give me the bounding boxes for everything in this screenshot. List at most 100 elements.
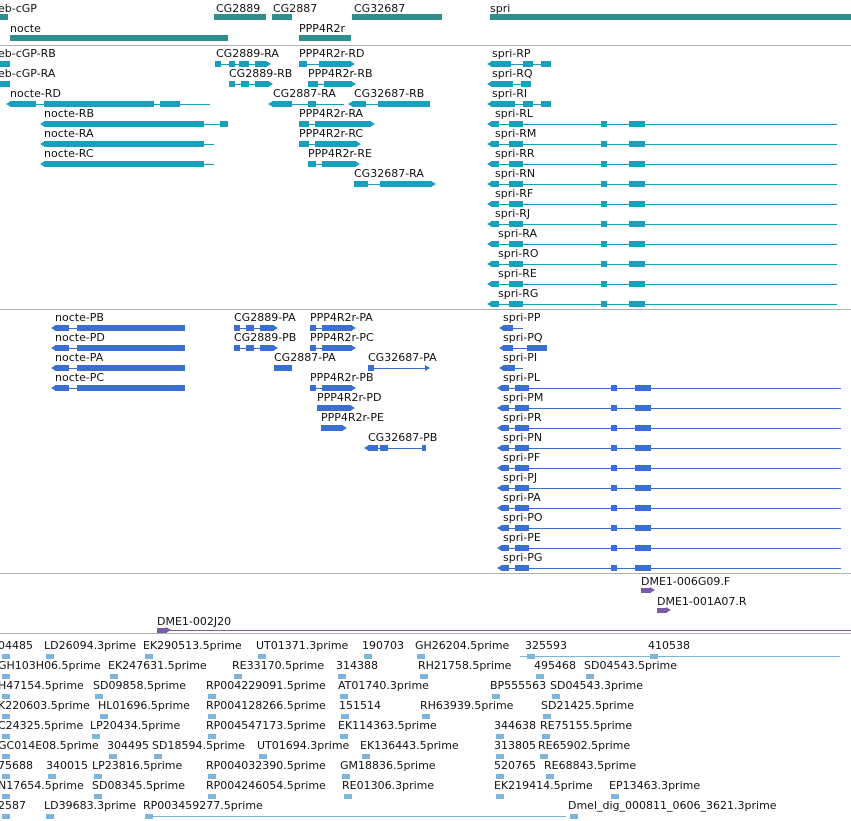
feature-exon [611, 465, 617, 471]
feature-exon [641, 588, 651, 593]
feature-label: PPP4R2r-RC [299, 127, 364, 140]
feature-est-block [2, 714, 10, 719]
feature-intron-line [234, 328, 274, 329]
feature-label: spri-PE [503, 531, 541, 544]
feature-est-block [46, 814, 54, 819]
feature-label: RP004229091.5prime [206, 679, 326, 692]
strand-arrow-icon [40, 121, 45, 127]
feature-exon [521, 81, 531, 87]
feature-exon [515, 385, 529, 391]
feature-exon [272, 14, 292, 20]
feature-est-block [420, 674, 428, 679]
feature-label: spri-PJ [503, 471, 538, 484]
feature-exon [635, 485, 651, 491]
feature-label: spri-RN [495, 167, 536, 180]
feature-intron-line [503, 328, 523, 329]
feature-exon [274, 365, 292, 371]
feature-est-block [536, 674, 544, 679]
feature-exon [299, 35, 351, 41]
feature-label: DME1-006G09.F [641, 575, 731, 588]
feature-est-block [234, 674, 242, 679]
feature-exon [509, 221, 523, 227]
feature-exon [44, 141, 204, 147]
feature-label: CG32687-PA [368, 351, 437, 364]
feature-label: 151514 [339, 699, 381, 712]
feature-label: N17654.5prime [0, 779, 84, 792]
feature-est-block [94, 774, 102, 779]
feature-exon [503, 345, 513, 351]
clone-track: DME1-006G09.F DME1-001A07.R DME1-002J20 [0, 574, 851, 633]
feature-label: nocte [10, 22, 41, 35]
feature-label: spri-PM [503, 391, 544, 404]
feature-exon [509, 281, 523, 287]
feature-exon [44, 121, 204, 127]
feature-exon [491, 301, 499, 307]
feature-exon [601, 221, 607, 227]
feature-exon [501, 465, 509, 471]
strand-arrow-icon [497, 385, 502, 391]
feature-label: spri-PN [503, 431, 543, 444]
feature-est-block [362, 754, 370, 759]
feature-intron-line [491, 64, 551, 65]
feature-label: SD08345.5prime [92, 779, 185, 792]
feature-label: 340015 [46, 759, 88, 772]
feature-exon [515, 565, 529, 571]
feature-exon [352, 14, 442, 20]
feature-exon [491, 161, 499, 167]
strand-arrow-icon [487, 261, 492, 267]
strand-arrow-icon [497, 425, 502, 431]
feature-exon [308, 101, 316, 107]
strand-arrow-icon [273, 345, 278, 351]
feature-est-block [543, 714, 551, 719]
feature-label: CG2887 [273, 2, 318, 15]
feature-exon [515, 505, 529, 511]
feature-exon [629, 301, 645, 307]
feature-exon [629, 221, 645, 227]
feature-intron-line [229, 84, 269, 85]
feature-label: spri-PO [503, 511, 543, 524]
track-divider [0, 573, 851, 574]
feature-exon [611, 405, 617, 411]
feature-label: nocte-RB [44, 107, 94, 120]
feature-exon [260, 345, 274, 351]
feature-exon [635, 385, 651, 391]
feature-label: Dmel_dig_000811_0606_3621.3prime [568, 799, 777, 812]
feature-exon [501, 485, 509, 491]
feature-exon [629, 281, 645, 287]
strand-arrow-icon [6, 101, 11, 107]
feature-exon [315, 121, 371, 127]
strand-arrow-icon [51, 325, 56, 331]
feature-label: RP004032390.5prime [206, 759, 326, 772]
strand-arrow-icon [425, 365, 430, 371]
feature-label: LD26094.3prime [44, 639, 137, 652]
feature-est-block [259, 754, 267, 759]
feature-exon [491, 181, 499, 187]
feature-label: 495468 [534, 659, 576, 672]
feature-label: spri-PF [503, 451, 541, 464]
strand-arrow-icon [487, 101, 492, 107]
feature-est-block [344, 794, 352, 799]
feature-label: CG2887-PA [274, 351, 336, 364]
feature-label: PPP4R2r-RB [308, 67, 373, 80]
feature-exon [368, 445, 378, 451]
feature-exon [310, 345, 316, 351]
strand-arrow-icon [348, 101, 353, 107]
feature-est-block [154, 754, 162, 759]
feature-label: eb-cGP-RA [0, 67, 56, 80]
feature-intron-line [503, 348, 547, 349]
feature-exon [611, 385, 617, 391]
feature-exon [322, 325, 352, 331]
feature-est-block [496, 774, 504, 779]
feature-est-block [546, 774, 554, 779]
feature-exon [509, 261, 523, 267]
feature-label: H47154.5prime [0, 679, 84, 692]
strand-arrow-icon [487, 61, 492, 67]
feature-intron-line [501, 448, 841, 449]
feature-label: UT01371.3prime [256, 639, 349, 652]
feature-est-block [417, 654, 425, 659]
feature-label: EK114363.5prime [338, 719, 437, 732]
feature-intron-line [491, 104, 551, 105]
feature-label: spri-PP [503, 311, 541, 324]
feature-exon [324, 81, 352, 87]
strand-arrow-icon [487, 161, 492, 167]
